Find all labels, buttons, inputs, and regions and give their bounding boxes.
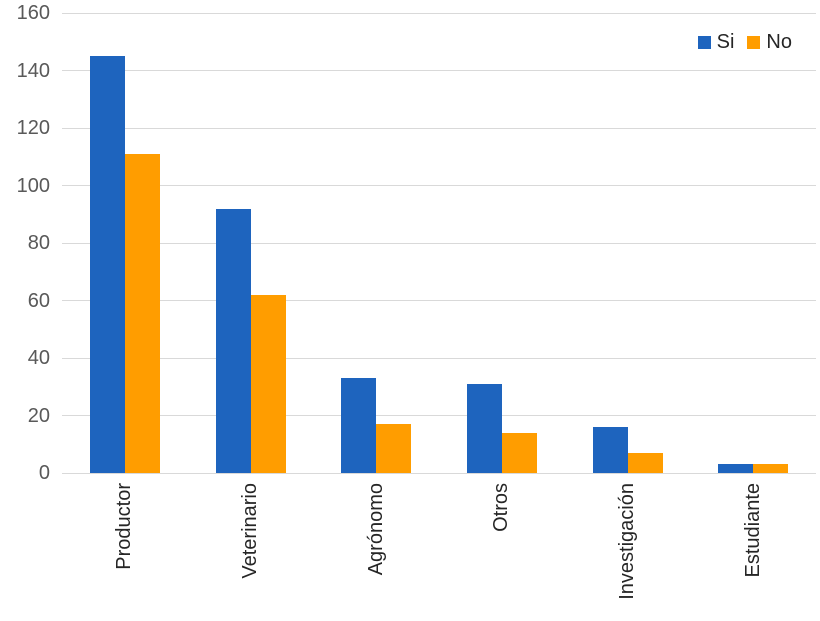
legend: Si No	[697, 31, 792, 54]
bar-si-1	[90, 56, 125, 473]
y-tick-label: 0	[38, 462, 50, 484]
x-category-label: Investigación	[616, 483, 638, 600]
legend-label-si: Si	[716, 31, 735, 53]
legend-swatch-si	[697, 36, 711, 49]
gridline	[62, 415, 816, 416]
y-tick-label: 160	[16, 2, 50, 24]
y-tick-label: 120	[16, 117, 50, 139]
bar-si-6	[718, 464, 754, 473]
y-tick-label: 100	[16, 174, 50, 197]
gridline	[62, 242, 816, 244]
bar-no-2	[250, 294, 286, 473]
x-category-label: Productor	[113, 483, 136, 570]
bar-no-1	[125, 153, 160, 473]
x-category-label: Agrónomo	[364, 483, 387, 576]
x-category-label: Veterinario	[239, 483, 261, 579]
bar-si-5	[592, 427, 628, 473]
bar-no-4	[502, 432, 537, 473]
y-tick-label: 60	[27, 289, 50, 312]
bar-no-5	[627, 452, 663, 473]
legend-item-no: No	[747, 31, 792, 54]
gridline	[62, 185, 816, 186]
legend-label-no: No	[766, 31, 792, 53]
legend-swatch-no	[747, 36, 761, 49]
gridline	[62, 70, 816, 71]
y-tick-label: 40	[27, 347, 50, 369]
gridline	[62, 357, 816, 359]
gridline	[62, 127, 816, 129]
bar-si-4	[467, 383, 502, 473]
x-category-label: Otros	[490, 483, 513, 532]
bar-no-3	[376, 424, 412, 473]
bar-si-3	[341, 378, 377, 473]
x-category-label: Estudiante	[741, 483, 764, 578]
y-tick-label: 140	[16, 59, 50, 82]
gridline	[62, 12, 816, 14]
legend-item-si: Si	[697, 31, 735, 54]
bar-si-2	[215, 208, 251, 473]
y-tick-label: 80	[27, 232, 50, 254]
bar-no-6	[753, 464, 789, 473]
gridline	[62, 300, 816, 301]
y-tick-label: 20	[27, 404, 50, 427]
plot-area	[62, 12, 816, 474]
x-axis-line	[62, 472, 816, 474]
